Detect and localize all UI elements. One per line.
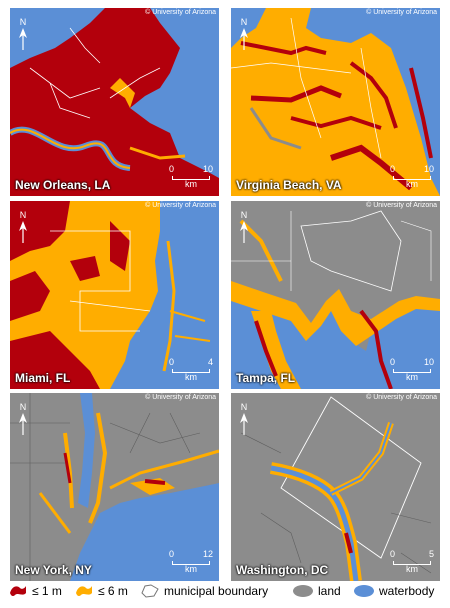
map-panel-washington-dc: © University of Arizona N 0 5 km Washing… [231,393,440,581]
copyright-label: © University of Arizona [366,202,437,209]
map-panel-miami: © University of Arizona N 0 4 km Miami, … [10,201,219,389]
scale-end: 10 [423,164,434,174]
north-arrow-icon: N [19,17,27,50]
map-new-orleans [10,8,219,196]
map-new-york [10,393,219,581]
city-label: New York, NY [15,563,92,577]
scale-unit: km [185,179,197,189]
inundation-1m-swatch-icon [10,586,26,597]
scale-bar: 0 5 km [390,549,434,575]
city-label: New Orleans, LA [15,178,111,192]
north-arrow-icon: N [240,17,248,50]
scale-bar: 0 10 km [390,164,434,190]
legend-label-land: land [318,584,341,598]
copyright-label: © University of Arizona [145,394,216,401]
north-label: N [20,402,27,412]
north-label: N [241,17,248,27]
map-panel-virginia-beach: © University of Arizona N 0 10 km Virgin… [231,8,440,196]
scale-end: 12 [202,549,213,559]
copyright-label: © University of Arizona [366,394,437,401]
city-label: Virginia Beach, VA [236,178,342,192]
scale-start: 0 [390,549,396,559]
scale-unit: km [406,372,418,382]
scale-bar: 0 10 km [169,164,213,190]
city-label: Tampa, FL [236,371,296,385]
legend-label-1m: ≤ 1 m [32,584,62,598]
city-label: Miami, FL [15,371,71,385]
legend-label-boundary: municipal boundary [164,584,269,598]
legend-item-1m: ≤ 1 m [8,583,62,599]
map-tampa [231,201,440,389]
scale-start: 0 [169,357,175,367]
scale-bar: 0 10 km [390,357,434,383]
copyright-label: © University of Arizona [145,9,216,16]
copyright-label: © University of Arizona [145,202,216,209]
legend-label-6m: ≤ 6 m [98,584,128,598]
north-label: N [241,402,248,412]
land-swatch-icon [293,585,313,597]
scale-start: 0 [169,164,175,174]
map-washington-dc [231,393,440,581]
scale-unit: km [185,372,197,382]
legend-item-boundary: municipal boundary [140,583,268,599]
north-arrow-icon: N [19,210,27,243]
north-label: N [241,210,248,220]
map-panel-new-york: © University of Arizona N 0 12 km New Yo… [10,393,219,581]
scale-unit: km [406,179,418,189]
scale-unit: km [185,564,197,574]
scale-end: 10 [202,164,213,174]
map-legend: ≤ 1 m ≤ 6 m municipal boundary land wate… [8,582,444,602]
scale-end: 10 [423,357,434,367]
copyright-label: © University of Arizona [366,9,437,16]
map-panel-tampa: © University of Arizona N 0 10 km Tampa,… [231,201,440,389]
scale-bar: 0 12 km [169,549,213,575]
map-virginia-beach [231,8,440,196]
scale-end: 4 [207,357,213,367]
legend-item-water: waterbody [353,583,434,599]
map-miami [10,201,219,389]
scale-start: 0 [390,164,396,174]
legend-label-water: waterbody [379,584,435,598]
scale-bar: 0 4 km [169,357,213,383]
north-label: N [20,17,27,27]
scale-start: 0 [169,549,175,559]
north-arrow-icon: N [240,402,248,435]
scale-unit: km [406,564,418,574]
north-label: N [20,210,27,220]
inundation-6m-swatch-icon [76,586,92,597]
legend-item-land: land [292,583,341,599]
waterbody-swatch-icon [354,585,374,597]
north-arrow-icon: N [19,402,27,435]
north-arrow-icon: N [240,210,248,243]
scale-start: 0 [390,357,396,367]
municipal-boundary-swatch-icon [141,584,159,598]
legend-item-6m: ≤ 6 m [74,583,128,599]
map-panel-new-orleans: © University of Arizona N 0 10 km New Or… [10,8,219,196]
scale-end: 5 [428,549,434,559]
city-label: Washington, DC [236,563,329,577]
